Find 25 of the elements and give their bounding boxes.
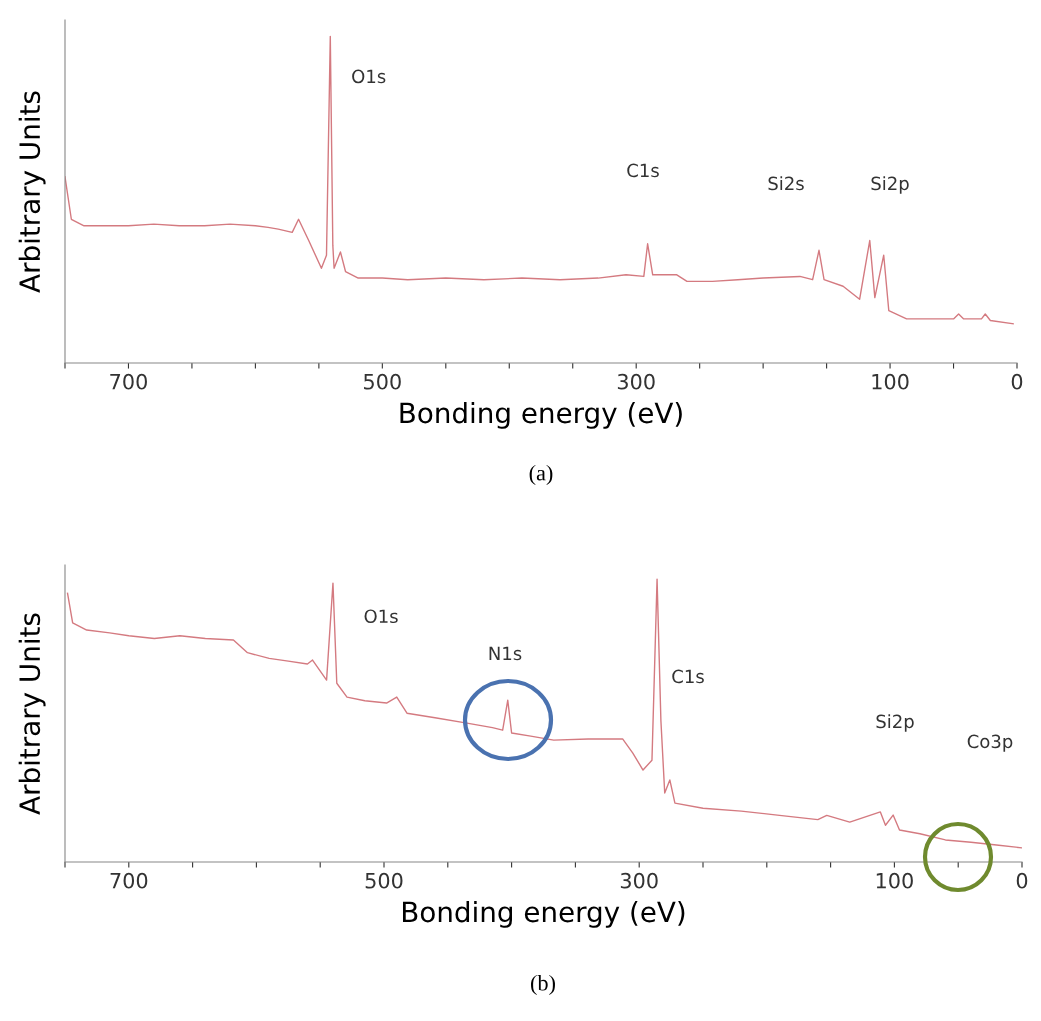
- text: (b): [531, 974, 555, 996]
- x-tick-label: 0: [1016, 872, 1028, 889]
- x-tick-label: 100: [876, 872, 913, 889]
- x-tick-label: 500: [365, 872, 403, 889]
- y-axis-title: Arbitrary Units: [18, 613, 46, 815]
- annotation: O1s: [352, 69, 386, 84]
- annotation: C1s: [627, 163, 659, 178]
- x-tick-label: 100: [872, 373, 909, 390]
- annotation: N1s: [489, 646, 522, 661]
- x-axis-title: Bonding energy (eV): [400, 401, 682, 429]
- annotation: C1s: [672, 669, 704, 684]
- x-tick-label: 300: [620, 872, 658, 889]
- annotation: Co3p: [967, 734, 1013, 752]
- x-tick-label: 500: [364, 373, 401, 390]
- annotation: Si2p: [871, 176, 909, 194]
- annotation: O1s: [364, 609, 398, 624]
- annotation: Si2p: [876, 714, 914, 732]
- text: (a): [529, 464, 553, 486]
- y-axis-title: Arbitrary Units: [18, 91, 46, 293]
- x-axis-title: Bonding energy (eV): [402, 900, 685, 928]
- x-tick-label: 700: [110, 373, 147, 390]
- x-tick-label: 300: [617, 373, 655, 390]
- annotation: Si2s: [768, 176, 804, 191]
- x-tick-label: 0: [1011, 373, 1023, 390]
- x-tick-label: 700: [110, 872, 148, 889]
